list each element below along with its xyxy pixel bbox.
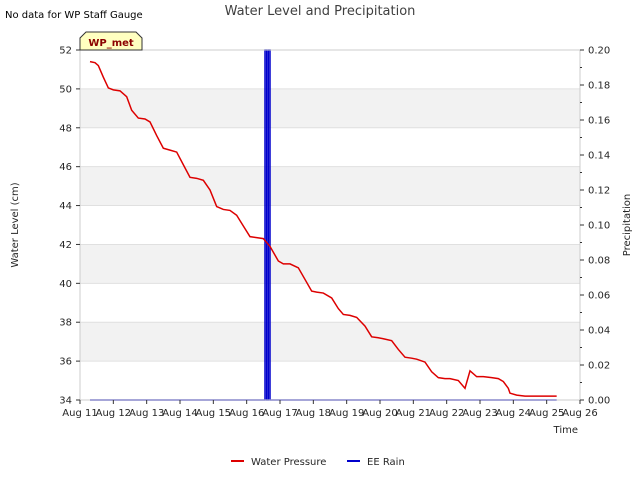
station-badge-label: WP_met <box>88 38 134 49</box>
y2-tick-label-0: 0.00 <box>588 396 610 407</box>
y2-tick-label-8: 0.16 <box>588 116 610 127</box>
band-3 <box>80 322 580 362</box>
y-tick-label-7: 48 <box>59 123 72 134</box>
y2-tick-label-7: 0.14 <box>588 151 610 162</box>
x-tick-label-2: Aug 13 <box>129 408 164 419</box>
y2-tick-label-4: 0.08 <box>588 256 610 267</box>
y-tick-label-0: 34 <box>59 396 72 407</box>
y2-tick-label-5: 0.10 <box>588 221 610 232</box>
x-tick-label-11: Aug 22 <box>429 408 464 419</box>
series-line-water-pressure <box>89 60 557 397</box>
no-data-note: No data for WP Staff Gauge <box>5 10 143 21</box>
band-1 <box>80 166 580 206</box>
x-tick-label-3: Aug 14 <box>162 408 197 419</box>
y2-axis-ticks: 0.00 0.02 0.04 0.06 0.08 0.10 0.12 0.14 0.16 0.18… <box>580 46 610 407</box>
legend-label-ee-rain: EE Rain <box>367 457 405 468</box>
x-tick-label-13: Aug 24 <box>496 408 531 419</box>
y-tick-label-3: 40 <box>59 279 72 290</box>
x-tick-label-12: Aug 23 <box>462 408 497 419</box>
x-tick-label-6: Aug 17 <box>262 408 297 419</box>
legend: Water Pressure EE Rain <box>231 457 405 468</box>
station-badge: WP_met <box>79 31 143 51</box>
x-tick-label-10: Aug 21 <box>396 408 431 419</box>
y-tick-label-9: 52 <box>59 46 72 57</box>
y2-tick-label-6: 0.12 <box>588 186 610 197</box>
y-axis-ticks: 34 36 38 40 42 44 46 48 50 52 <box>59 46 80 407</box>
x-tick-label-9: Aug 20 <box>362 408 397 419</box>
y-tick-label-4: 42 <box>59 240 72 251</box>
y2-tick-label-9: 0.18 <box>588 81 610 92</box>
x-tick-label-14: Aug 25 <box>529 408 564 419</box>
x-tick-label-8: Aug 19 <box>329 408 364 419</box>
y-tick-label-6: 46 <box>59 162 72 173</box>
y-tick-label-2: 38 <box>59 318 72 329</box>
y2-tick-label-1: 0.02 <box>588 361 610 372</box>
x-tick-label-0: Aug 11 <box>62 408 97 419</box>
band-0 <box>80 88 580 128</box>
y-axis-label: Water Level (cm) <box>10 182 21 267</box>
y-tick-label-8: 50 <box>59 84 72 95</box>
background-bands <box>80 88 580 362</box>
x-tick-label-7: Aug 18 <box>296 408 331 419</box>
legend-label-water-pressure: Water Pressure <box>251 457 326 468</box>
y-tick-label-1: 36 <box>59 357 72 368</box>
band-2 <box>80 244 580 284</box>
y2-tick-label-3: 0.06 <box>588 291 610 302</box>
x-tick-label-1: Aug 12 <box>96 408 131 419</box>
y2-tick-label-10: 0.20 <box>588 46 610 57</box>
x-tick-label-15: Aug 26 <box>562 408 597 419</box>
x-axis-label: Time <box>553 425 578 436</box>
x-tick-label-5: Aug 16 <box>229 408 264 419</box>
station-badge-shape <box>79 31 143 51</box>
y-tick-label-5: 44 <box>59 201 72 212</box>
y2-tick-label-2: 0.04 <box>588 326 610 337</box>
chart-title: Water Level and Precipitation <box>225 4 416 19</box>
x-tick-label-4: Aug 15 <box>196 408 231 419</box>
y2-axis-label: Precipitation <box>622 194 633 257</box>
